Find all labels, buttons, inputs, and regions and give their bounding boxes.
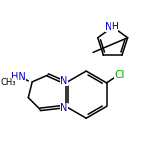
- Text: N: N: [60, 103, 68, 113]
- Text: H: H: [111, 22, 118, 31]
- Text: N: N: [60, 76, 68, 86]
- Text: CH₃: CH₃: [1, 78, 16, 87]
- Text: HN: HN: [11, 72, 26, 82]
- Text: Cl: Cl: [114, 70, 124, 80]
- Text: N: N: [105, 22, 112, 32]
